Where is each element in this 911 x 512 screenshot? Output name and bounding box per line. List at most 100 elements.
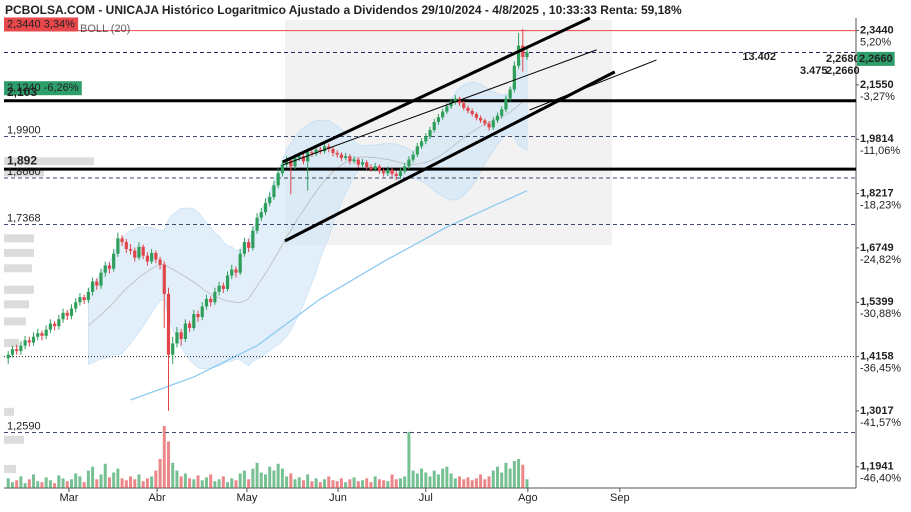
x-tick-label: Sep [610,492,630,504]
candle-body [386,169,390,174]
volume-bar [289,473,293,488]
volume-bar [209,474,213,488]
candle-body [310,152,314,154]
y-pct-label: -30,88% [860,308,901,320]
volume-bar [491,470,495,488]
candle-body [318,149,322,152]
volume-bar [69,479,73,488]
volume-bar [40,482,44,488]
volume-bar [27,479,31,488]
volume-profile-bar [4,300,29,309]
volume-bar [57,475,61,488]
bollinger-band [87,50,528,369]
candle-body [234,269,238,273]
candle-body [15,349,19,352]
x-tick-label: Jun [329,492,347,504]
volume-bar [65,481,69,488]
candle-body [360,162,365,165]
volume-bar [453,478,457,488]
candle-body [217,285,221,292]
candle-body [251,230,255,248]
volume-bar [462,479,466,488]
volume-bar [166,441,170,488]
candle-body [365,162,369,168]
volume-bar [141,481,145,488]
candle-body [175,332,179,344]
candle-body [432,121,436,130]
y-tick-label: 1,6749 [860,242,894,254]
candle-body [171,343,175,355]
volume-bar [196,475,200,488]
volume-bar [415,473,419,488]
volume-bar [255,462,259,488]
y-pct-label: -24,82% [860,254,901,266]
chart-title: PCBOLSA.COM - UNICAJA Histórico Logaritm… [5,3,682,17]
candle-body [314,149,318,154]
volume-bar [48,480,52,488]
trendline [284,70,616,243]
volume-bar [36,481,40,488]
volume-bar [44,477,48,488]
candle-body [280,164,284,174]
candle-body [225,275,230,289]
volume-bar [86,470,90,488]
candle-body [95,281,99,286]
y-tick-label: 1,3017 [860,405,894,417]
candle-body [230,269,234,276]
volume-bar [120,478,124,488]
volume-bar [394,479,398,488]
volume-bar [192,479,196,488]
candle-body [78,297,82,303]
volume-bar [137,474,141,488]
candle-body [209,298,213,303]
volume-bar [78,476,82,488]
candle-body [187,323,192,328]
volume-profile-bar [4,407,14,416]
x-tick-label: May [237,492,258,504]
volume-bar [238,473,242,488]
volume-bar [517,458,521,488]
candle-body [238,253,242,273]
volume-profile-bar [4,264,32,273]
volume-bar [116,468,120,488]
volume-bar [424,472,428,488]
candle-body [124,242,128,250]
candle-body [457,98,462,104]
volume-bar [331,480,335,488]
volume-profile-bar [4,435,24,444]
candle-body [419,141,424,147]
volume-bar [171,462,175,488]
candle-body [335,152,339,155]
y-pct-label: -3,27% [860,91,895,103]
volume-bar [297,477,301,488]
y-pct-label: -36,45% [860,363,901,375]
level-label-box [4,17,79,32]
volume-bar [74,473,78,488]
candle-body [90,281,95,292]
candle-body [133,250,137,258]
volume-bar [369,482,373,488]
x-tick-label: Jul [419,492,433,504]
candle-body [449,101,453,107]
volume-bar [310,481,314,488]
volume-bar [474,478,478,488]
level-label: 1,892 [7,153,37,167]
candle-body [512,65,516,90]
y-tick-label: 2,1550 [860,79,894,91]
volume-bar [103,463,107,488]
candle-body [137,246,141,258]
volume-bar [226,482,230,488]
volume-bar [150,476,154,488]
volume-bar [487,476,491,488]
candle-body [204,298,209,307]
volume-bar [179,476,183,488]
volume-profile-bar [4,168,44,177]
candle-body [377,166,381,172]
volume-bar [162,426,166,488]
level-label: 1,7368 [7,212,41,224]
volume-bar [158,458,162,488]
volume-bar [403,476,407,488]
volume-bar [112,472,116,488]
candle-body [344,156,348,158]
candle-body [504,98,508,110]
